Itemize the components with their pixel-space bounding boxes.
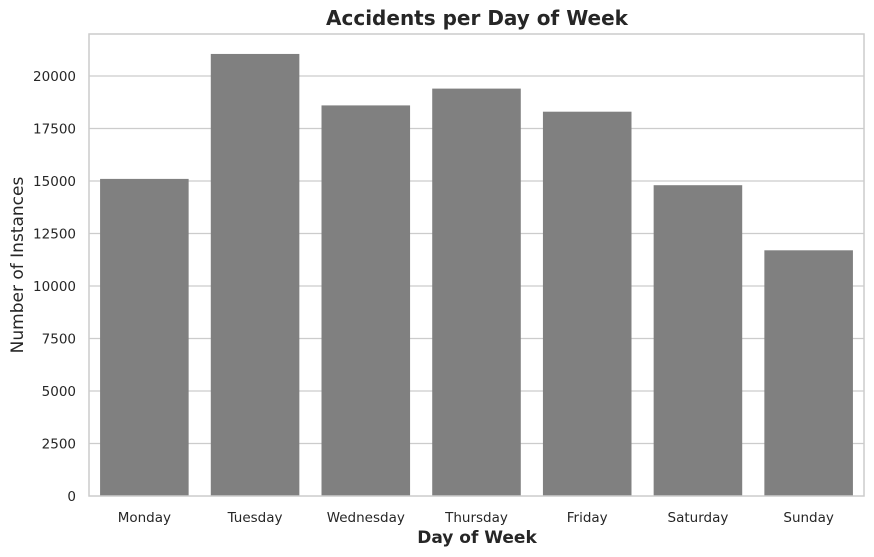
x-tick-label: Sunday — [783, 510, 834, 526]
y-tick-label: 15000 — [33, 174, 76, 190]
y-tick-label: 17500 — [33, 122, 76, 138]
chart-title: Accidents per Day of Week — [326, 6, 629, 30]
y-tick-label: 5000 — [42, 384, 76, 400]
x-tick-label: Friday — [567, 510, 608, 526]
bar-saturday — [653, 185, 743, 496]
bars — [100, 53, 853, 497]
x-tick-label: Wednesday — [327, 510, 405, 526]
x-tick-label: Saturday — [668, 510, 729, 526]
x-tick-label: Monday — [118, 510, 171, 526]
bar-thursday — [432, 88, 521, 496]
x-tick-label: Tuesday — [227, 510, 283, 526]
x-tick-label: Thursday — [444, 510, 508, 526]
y-tick-label: 12500 — [33, 227, 76, 243]
bar-friday — [542, 111, 632, 496]
y-axis-label: Number of Instances — [8, 177, 28, 354]
y-tick-label: 20000 — [33, 69, 76, 85]
bar-sunday — [764, 250, 853, 496]
x-axis-label: Day of Week — [417, 528, 537, 548]
y-tick-label: 0 — [67, 489, 76, 505]
bar-tuesday — [210, 53, 300, 496]
plot-frame — [88, 33, 865, 497]
y-tick-label: 10000 — [33, 279, 76, 295]
x-axis-ticks: Monday Tuesday Wednesday Thursday Friday Satu… — [118, 510, 834, 526]
y-tick-label: 7500 — [42, 332, 76, 348]
bar-monday — [100, 178, 189, 496]
y-tick-label: 2500 — [42, 437, 76, 453]
y-axis-ticks: 0 2500 5000 7500 10000 12500 15000 17500 20000 — [33, 69, 76, 505]
bar-wednesday — [321, 105, 411, 497]
